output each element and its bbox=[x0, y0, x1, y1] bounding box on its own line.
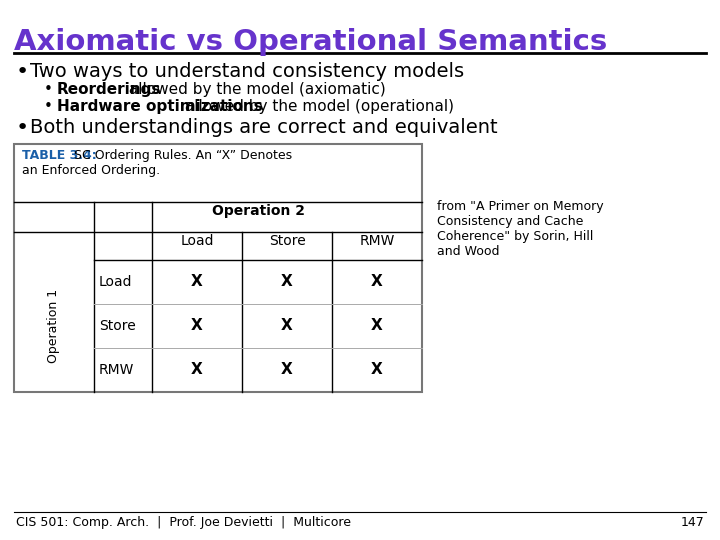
Text: •: • bbox=[44, 99, 53, 114]
Text: X: X bbox=[191, 319, 203, 334]
Text: •: • bbox=[16, 62, 30, 82]
Text: X: X bbox=[191, 362, 203, 377]
Text: CIS 501: Comp. Arch.  |  Prof. Joe Devietti  |  Multicore: CIS 501: Comp. Arch. | Prof. Joe Deviett… bbox=[16, 516, 351, 529]
Text: an Enforced Ordering.: an Enforced Ordering. bbox=[22, 164, 160, 177]
Text: from "A Primer on Memory
Consistency and Cache
Coherence" by Sorin, Hill
and Woo: from "A Primer on Memory Consistency and… bbox=[437, 200, 603, 258]
Text: Axiomatic vs Operational Semantics: Axiomatic vs Operational Semantics bbox=[14, 28, 607, 56]
Text: RMW: RMW bbox=[99, 363, 135, 377]
Text: Two ways to understand consistency models: Two ways to understand consistency model… bbox=[30, 62, 464, 81]
Text: Reorderings: Reorderings bbox=[57, 82, 161, 97]
Text: 147: 147 bbox=[680, 516, 704, 529]
Text: Both understandings are correct and equivalent: Both understandings are correct and equi… bbox=[30, 118, 498, 137]
Text: allowed by the model (axiomatic): allowed by the model (axiomatic) bbox=[124, 82, 386, 97]
Text: Store: Store bbox=[99, 319, 136, 333]
Text: X: X bbox=[281, 274, 293, 289]
Text: Hardware optimizations: Hardware optimizations bbox=[57, 99, 263, 114]
Bar bbox=[14, 144, 422, 392]
Text: Load: Load bbox=[180, 234, 214, 248]
Text: X: X bbox=[371, 274, 383, 289]
Text: X: X bbox=[191, 274, 203, 289]
Text: X: X bbox=[281, 319, 293, 334]
Text: TABLE 3.4:: TABLE 3.4: bbox=[22, 149, 96, 162]
Text: Load: Load bbox=[99, 275, 132, 289]
Text: allowed by the model (operational): allowed by the model (operational) bbox=[180, 99, 454, 114]
Text: •: • bbox=[16, 118, 30, 138]
Text: Operation 1: Operation 1 bbox=[48, 289, 60, 363]
Text: Store: Store bbox=[269, 234, 305, 248]
Text: •: • bbox=[44, 82, 53, 97]
Text: Operation 2: Operation 2 bbox=[212, 204, 305, 218]
Text: RMW: RMW bbox=[359, 234, 395, 248]
Text: SC Ordering Rules. An “X” Denotes: SC Ordering Rules. An “X” Denotes bbox=[70, 149, 292, 162]
Text: X: X bbox=[281, 362, 293, 377]
Text: X: X bbox=[371, 319, 383, 334]
Text: X: X bbox=[371, 362, 383, 377]
